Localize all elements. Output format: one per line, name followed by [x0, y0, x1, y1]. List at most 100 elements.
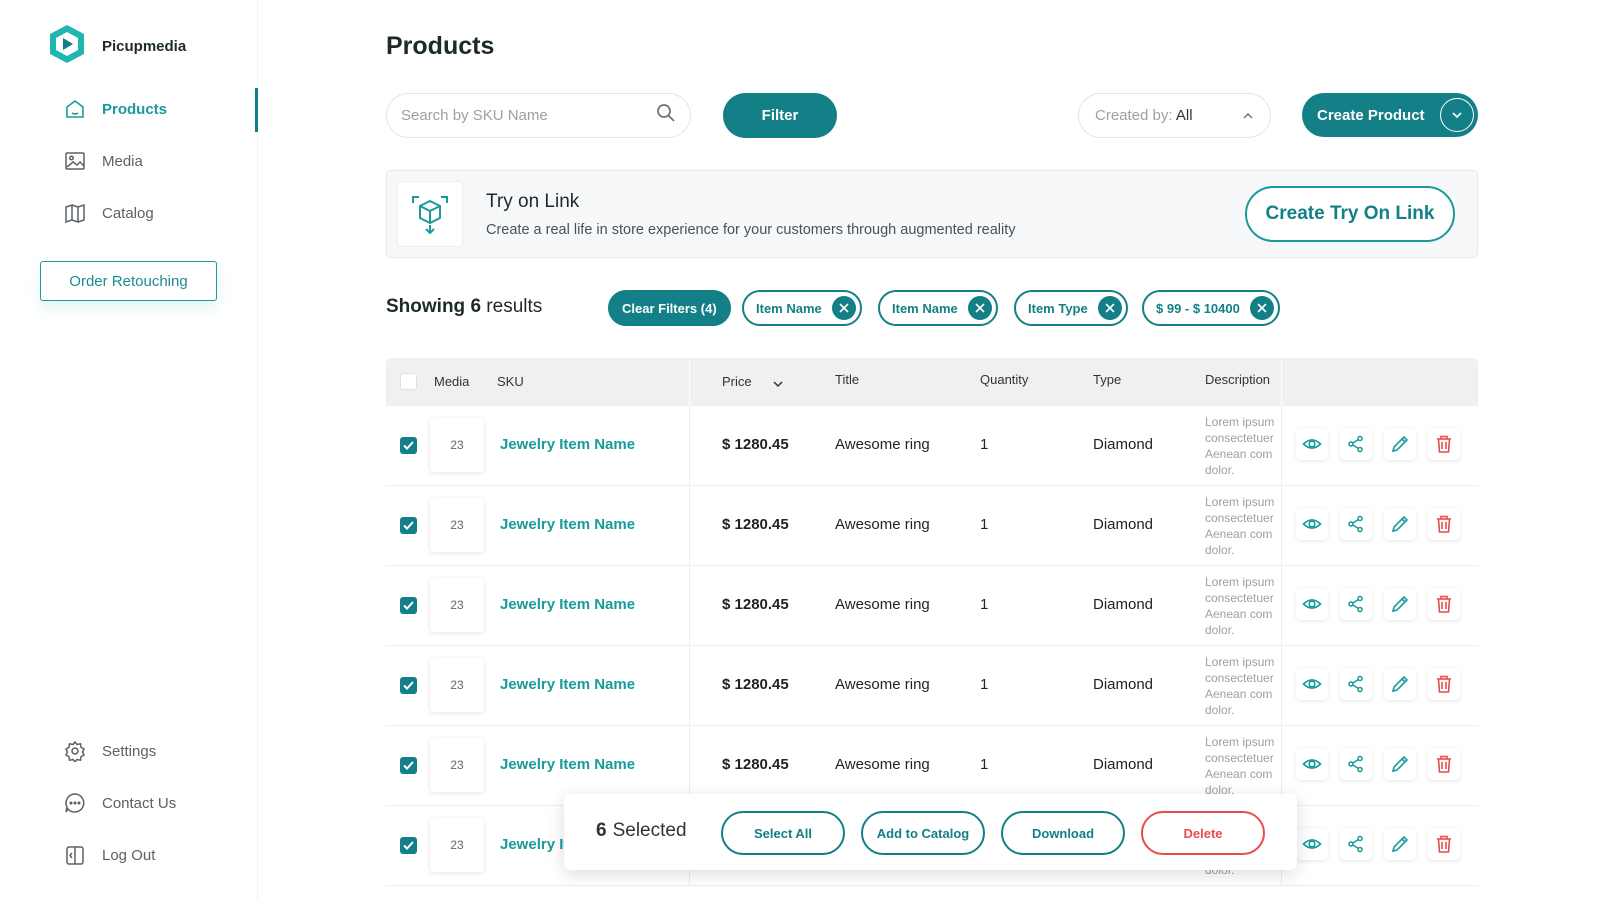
edit-icon[interactable] — [1384, 668, 1416, 700]
search-box[interactable] — [386, 93, 691, 138]
table-row[interactable]: 23 Jewelry Item Name $ 1280.45 Awesome ring… — [386, 486, 1478, 566]
chevron-down-icon[interactable] — [1440, 98, 1474, 132]
sku-link[interactable]: Jewelry Item Name — [500, 676, 636, 693]
row-actions — [1296, 668, 1460, 700]
created-by-dropdown[interactable]: Created by: All — [1078, 93, 1271, 138]
search-input[interactable] — [401, 107, 656, 124]
view-icon[interactable] — [1296, 428, 1328, 460]
description-line: dolor. — [1205, 463, 1235, 477]
thumbnail-label: 23 — [450, 838, 464, 852]
price-cell: $ 1280.45 — [722, 676, 789, 693]
product-thumbnail[interactable]: 23 — [430, 738, 484, 792]
edit-icon[interactable] — [1384, 428, 1416, 460]
select-all-checkbox[interactable] — [400, 373, 417, 390]
filter-chip[interactable]: Item Name — [878, 290, 998, 326]
edit-icon[interactable] — [1384, 508, 1416, 540]
column-price[interactable]: Price — [722, 374, 752, 389]
create-product-button[interactable]: Create Product — [1302, 93, 1478, 137]
filter-chip[interactable]: Item Type — [1014, 290, 1128, 326]
share-icon[interactable] — [1340, 428, 1372, 460]
results-summary: Showing 6 results — [386, 296, 542, 318]
row-checkbox[interactable] — [400, 517, 417, 534]
title-cell: Awesome ring — [835, 516, 930, 533]
selection-bar: 6 Selected Select All Add to Catalog Down… — [564, 794, 1297, 870]
filter-chip[interactable]: $ 99 - $ 10400 — [1142, 290, 1280, 326]
price-cell: $ 1280.45 — [722, 436, 789, 453]
sidebar-item-products[interactable]: Products — [64, 98, 167, 120]
chevron-up-icon — [1242, 107, 1254, 124]
column-divider — [689, 566, 690, 646]
delete-icon[interactable] — [1428, 508, 1460, 540]
quantity-cell: 1 — [980, 676, 989, 693]
sku-link[interactable]: Jewelry Item Name — [500, 596, 636, 613]
sidebar-item-catalog[interactable]: Catalog — [64, 202, 154, 224]
sidebar-item-contact-us[interactable]: Contact Us — [64, 792, 176, 814]
share-icon[interactable] — [1340, 668, 1372, 700]
close-icon[interactable] — [831, 296, 856, 320]
column-divider — [1281, 646, 1282, 726]
sku-link[interactable]: Jewelry Item Name — [500, 516, 636, 533]
row-checkbox[interactable] — [400, 757, 417, 774]
share-icon[interactable] — [1340, 748, 1372, 780]
delete-icon[interactable] — [1428, 828, 1460, 860]
row-actions — [1296, 508, 1460, 540]
table-row[interactable]: 23 Jewelry Item Name $ 1280.45 Awesome ring… — [386, 566, 1478, 646]
order-retouching-button[interactable]: Order Retouching — [40, 261, 217, 301]
delete-icon[interactable] — [1428, 748, 1460, 780]
delete-icon[interactable] — [1428, 428, 1460, 460]
sidebar-item-settings[interactable]: Settings — [64, 740, 156, 762]
product-thumbnail[interactable]: 23 — [430, 658, 484, 712]
brand[interactable]: Picupmedia — [48, 24, 186, 69]
price-cell: $ 1280.45 — [722, 596, 789, 613]
sku-link[interactable]: Jewelry Item Name — [500, 436, 636, 453]
close-icon[interactable] — [1097, 296, 1122, 320]
product-thumbnail[interactable]: 23 — [430, 818, 484, 872]
delete-icon[interactable] — [1428, 588, 1460, 620]
edit-icon[interactable] — [1384, 588, 1416, 620]
filter-chip[interactable]: Item Name — [742, 290, 862, 326]
quantity-cell: 1 — [980, 436, 989, 453]
view-icon[interactable] — [1296, 588, 1328, 620]
column-divider — [1281, 726, 1282, 806]
delete-button[interactable]: Delete — [1141, 811, 1265, 855]
close-icon[interactable] — [1249, 296, 1274, 320]
share-icon[interactable] — [1340, 508, 1372, 540]
row-checkbox[interactable] — [400, 437, 417, 454]
create-try-on-link-button[interactable]: Create Try On Link — [1245, 186, 1455, 242]
add-to-catalog-button[interactable]: Add to Catalog — [861, 811, 985, 855]
row-checkbox[interactable] — [400, 677, 417, 694]
sidebar-item-log-out[interactable]: Log Out — [64, 844, 155, 866]
view-icon[interactable] — [1296, 668, 1328, 700]
row-checkbox[interactable] — [400, 837, 417, 854]
view-icon[interactable] — [1296, 508, 1328, 540]
search-icon[interactable] — [656, 103, 676, 128]
table-row[interactable]: 23 Jewelry Item Name $ 1280.45 Awesome ring… — [386, 406, 1478, 486]
title-cell: Awesome ring — [835, 756, 930, 773]
download-button[interactable]: Download — [1001, 811, 1125, 855]
view-icon[interactable] — [1296, 828, 1328, 860]
row-checkbox[interactable] — [400, 597, 417, 614]
delete-icon[interactable] — [1428, 668, 1460, 700]
filter-button[interactable]: Filter — [723, 93, 837, 138]
sku-link[interactable]: Jewelry Item Name — [500, 756, 636, 773]
description-line: Aenean com — [1205, 527, 1273, 541]
close-icon[interactable] — [967, 296, 992, 320]
product-thumbnail[interactable]: 23 — [430, 578, 484, 632]
product-thumbnail[interactable]: 23 — [430, 498, 484, 552]
clear-filters-button[interactable]: Clear Filters (4) — [608, 290, 731, 326]
table-row[interactable]: 23 Jewelry Item Name $ 1280.45 Awesome ring… — [386, 646, 1478, 726]
edit-icon[interactable] — [1384, 748, 1416, 780]
edit-icon[interactable] — [1384, 828, 1416, 860]
selection-count: 6 Selected — [596, 820, 687, 842]
share-icon[interactable] — [1340, 588, 1372, 620]
product-thumbnail[interactable]: 23 — [430, 418, 484, 472]
view-icon[interactable] — [1296, 748, 1328, 780]
sidebar-item-media[interactable]: Media — [64, 150, 143, 172]
description-cell: Lorem ipsum consectetuer Aenean com dolor. — [1205, 734, 1281, 798]
column-media: Media — [434, 374, 470, 389]
select-all-button[interactable]: Select All — [721, 811, 845, 855]
gear-icon — [64, 740, 86, 762]
sort-chevron-icon[interactable] — [772, 376, 784, 391]
column-title: Title — [835, 372, 860, 387]
share-icon[interactable] — [1340, 828, 1372, 860]
